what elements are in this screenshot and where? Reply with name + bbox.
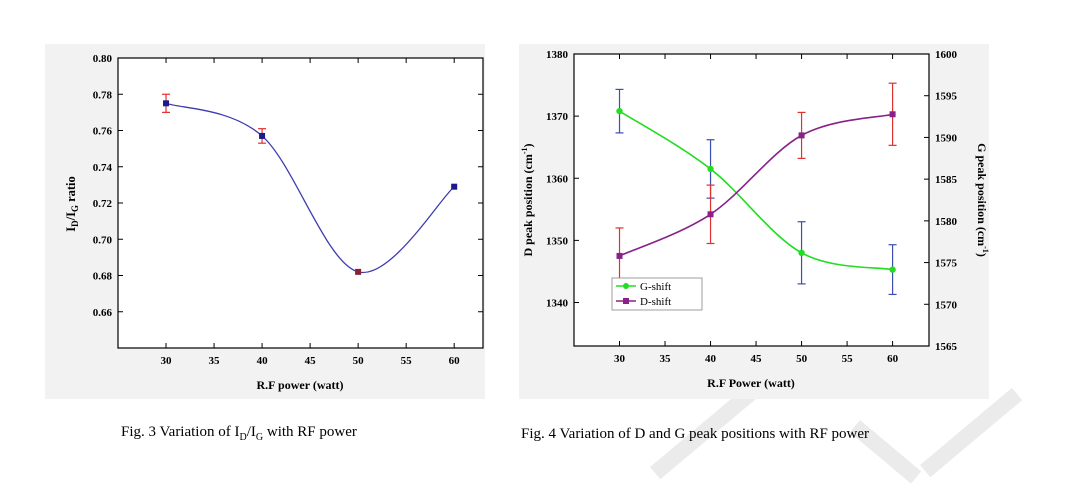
caption-prefix: Fig. 3 Variation of bbox=[121, 424, 235, 440]
g-shift-point bbox=[707, 165, 714, 173]
g-shift-point bbox=[616, 107, 623, 115]
x-tick-label: 55 bbox=[842, 353, 854, 365]
y-tick-label: 0.78 bbox=[93, 89, 113, 101]
watermark-stripe bbox=[920, 387, 1023, 478]
y-right-tick-label: 1590 bbox=[935, 132, 958, 144]
legend-g-marker bbox=[623, 283, 629, 289]
x-axis-label: R.F Power (watt) bbox=[707, 376, 795, 390]
caption-ratio: ID/IG bbox=[234, 424, 264, 443]
y-tick-label: 0.70 bbox=[93, 234, 113, 246]
x-tick-label: 40 bbox=[257, 355, 269, 367]
figure-3-caption: Fig. 3 Variation of ID/IG with RF power bbox=[121, 424, 357, 443]
x-tick-label: 60 bbox=[887, 353, 899, 365]
y-tick-label: 0.76 bbox=[93, 126, 113, 138]
g-shift-point bbox=[798, 249, 805, 257]
peak-position-chart: 30 35 40 45 50 55 60 1340 1350 1360 1370 1380 1565 15… bbox=[520, 49, 990, 390]
y-right-tick-label: 1595 bbox=[935, 91, 958, 103]
x-tick-label: 35 bbox=[660, 353, 672, 365]
d-shift-point bbox=[798, 132, 805, 139]
caption-suffix: with RF power bbox=[263, 424, 357, 440]
x-tick-label: 45 bbox=[305, 355, 317, 367]
data-point bbox=[451, 183, 458, 190]
legend-g-label: G-shift bbox=[640, 281, 671, 293]
x-tick-label: 60 bbox=[449, 355, 461, 367]
y-right-tick-label: 1600 bbox=[935, 49, 958, 61]
y-tick-label: 0.66 bbox=[93, 307, 113, 319]
x-tick-label: 30 bbox=[161, 355, 173, 367]
y-left-tick-label: 1370 bbox=[546, 111, 569, 123]
y-right-tick-label: 1585 bbox=[935, 174, 958, 186]
g-shift-point bbox=[889, 266, 896, 273]
y-left-tick-label: 1380 bbox=[546, 49, 569, 61]
g-shift-line bbox=[619, 110, 893, 271]
id-ig-chart: 30 35 40 45 50 55 60 0.66 0.68 0.70 0.72 0.74 0.76 0.… bbox=[64, 53, 484, 392]
y-right-tick-label: 1575 bbox=[935, 258, 958, 270]
right-y-axis-label: G peak position (cm-1) bbox=[975, 143, 989, 257]
y-axis-label: ID/IG ratio bbox=[64, 176, 80, 232]
plot-area bbox=[118, 58, 483, 348]
y-tick-label: 0.68 bbox=[93, 271, 113, 283]
figure-3-panel: 30 35 40 45 50 55 60 0.66 0.68 0.70 0.72 0.74 0.76 0.… bbox=[45, 44, 485, 399]
d-shift-line bbox=[619, 113, 893, 257]
figure-4-caption: Fig. 4 Variation of D and G peak positio… bbox=[521, 426, 870, 442]
x-axis-label: R.F power (watt) bbox=[257, 378, 344, 392]
y-right-tick-label: 1580 bbox=[935, 216, 958, 228]
x-tick-label: 40 bbox=[705, 353, 717, 365]
data-point bbox=[163, 100, 170, 107]
y-tick-label: 0.72 bbox=[93, 198, 113, 210]
data-point bbox=[355, 268, 362, 275]
d-shift-point bbox=[616, 252, 623, 259]
legend-d-label: D-shift bbox=[640, 296, 671, 308]
y-right-tick-label: 1570 bbox=[935, 299, 958, 311]
y-right-tick-label: 1565 bbox=[935, 341, 958, 353]
y-tick-label: 0.80 bbox=[93, 53, 113, 65]
plot-frame bbox=[573, 53, 930, 347]
d-shift-point bbox=[889, 111, 896, 118]
y-tick-label: 0.74 bbox=[93, 162, 113, 174]
x-tick-label: 30 bbox=[614, 353, 626, 365]
y-left-tick-label: 1350 bbox=[546, 235, 569, 247]
x-tick-label: 55 bbox=[401, 355, 413, 367]
x-tick-label: 50 bbox=[353, 355, 365, 367]
y-left-tick-label: 1360 bbox=[546, 173, 569, 185]
x-tick-label: 50 bbox=[796, 353, 808, 365]
x-tick-label: 35 bbox=[209, 355, 221, 367]
legend-d-marker bbox=[623, 298, 629, 304]
fit-curve bbox=[165, 102, 455, 273]
left-y-axis-label: D peak position (cm-1) bbox=[520, 143, 535, 256]
figure-4-panel: 30 35 40 45 50 55 60 1340 1350 1360 1370 1380 1565 15… bbox=[519, 44, 990, 399]
d-shift-point bbox=[707, 211, 714, 218]
data-point bbox=[259, 132, 266, 139]
y-left-tick-label: 1340 bbox=[546, 298, 569, 310]
x-tick-label: 45 bbox=[751, 353, 763, 365]
legend: G-shift D-shift bbox=[611, 277, 703, 311]
